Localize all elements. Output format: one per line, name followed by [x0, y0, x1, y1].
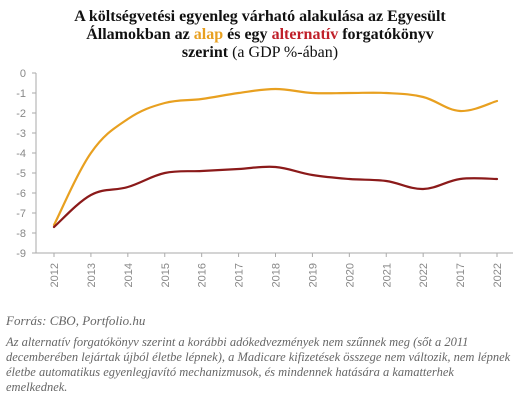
- x-tick-label: 2019: [307, 263, 319, 287]
- y-tick-label: -3: [16, 128, 26, 140]
- series-line-alternativ: [52, 165, 499, 229]
- x-tick-label: 2017: [455, 263, 467, 287]
- title-text: szerint: [181, 44, 229, 61]
- y-tick-label: -5: [16, 168, 26, 180]
- y-tick-label: -6: [16, 188, 26, 200]
- title-line-3: szerint (a GDP %-ában): [0, 44, 520, 62]
- x-tick-label: 2022: [418, 263, 430, 287]
- title-text: forgatókönyv: [338, 26, 434, 43]
- y-tick-label: -1: [16, 88, 26, 100]
- x-tick-label: 2021: [381, 263, 393, 287]
- x-tick-label: 2017: [234, 263, 246, 287]
- title-text: Államokban az: [86, 26, 194, 43]
- y-tick-label: -9: [16, 248, 26, 260]
- chart-title: A költségvetési egyenleg várható alakulá…: [0, 8, 520, 62]
- x-tick-label: 2012: [49, 263, 61, 287]
- title-unit: (a GDP %-ában): [228, 44, 339, 61]
- y-tick-label: -8: [16, 228, 26, 240]
- series-line-alap: [52, 87, 499, 227]
- x-tick-label: 2014: [123, 263, 135, 287]
- y-tick-label: -4: [16, 148, 26, 160]
- y-tick-label: -7: [16, 208, 26, 220]
- x-tick-label: 2018: [271, 263, 283, 287]
- x-tick-label: 2016: [197, 263, 209, 287]
- title-line-2: Államokban az alap és egy alternatív for…: [0, 26, 520, 44]
- footnote-text: Az alternatív forgatókönyv szerint a kor…: [6, 335, 511, 394]
- x-tick-label: 2015: [160, 263, 172, 287]
- y-tick-label: 0: [20, 68, 26, 80]
- source-text: Forrás: CBO, Portfolio.hu: [6, 313, 146, 328]
- x-tick-label: 2022: [492, 263, 504, 287]
- y-tick-label: -2: [16, 108, 26, 120]
- title-alap-word: alap: [193, 26, 224, 43]
- line-chart: 0 -1 -2 -3 -4 -5 -6 -7 -8 -9 2012 2013 2014 2015 2016 2…: [16, 68, 513, 287]
- title-line-1: A költségvetési egyenleg várható alakulá…: [74, 8, 446, 25]
- x-tick-label: 2013: [86, 263, 98, 287]
- x-tick-label: 2020: [344, 263, 356, 287]
- title-text: és egy: [223, 26, 272, 43]
- title-alternativ-word: alternatív: [271, 26, 339, 43]
